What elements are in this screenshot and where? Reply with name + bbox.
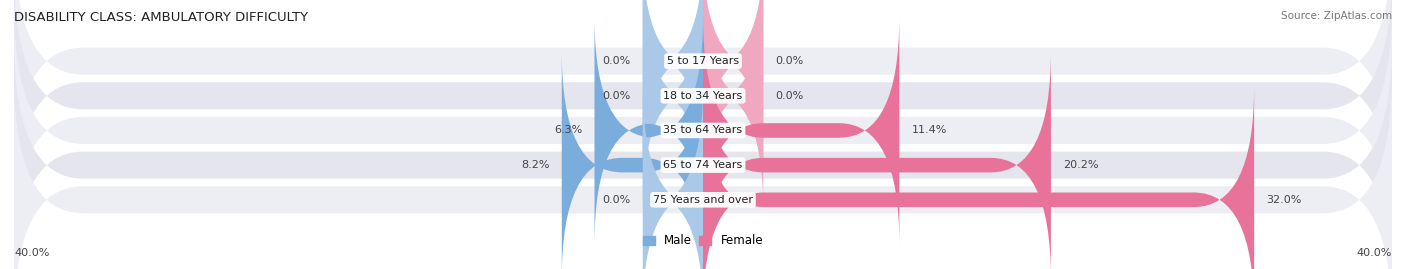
Text: 40.0%: 40.0% [14, 248, 49, 258]
FancyBboxPatch shape [703, 51, 1050, 269]
Text: 0.0%: 0.0% [775, 91, 804, 101]
FancyBboxPatch shape [703, 0, 763, 210]
Text: Source: ZipAtlas.com: Source: ZipAtlas.com [1281, 11, 1392, 21]
FancyBboxPatch shape [703, 86, 1254, 269]
FancyBboxPatch shape [14, 40, 1392, 269]
Text: 0.0%: 0.0% [775, 56, 804, 66]
Text: 65 to 74 Years: 65 to 74 Years [664, 160, 742, 170]
FancyBboxPatch shape [703, 16, 900, 245]
FancyBboxPatch shape [643, 0, 703, 175]
Text: 40.0%: 40.0% [1357, 248, 1392, 258]
FancyBboxPatch shape [643, 86, 703, 269]
Text: 8.2%: 8.2% [522, 160, 550, 170]
Text: 0.0%: 0.0% [602, 91, 631, 101]
FancyBboxPatch shape [562, 51, 703, 269]
Text: 20.2%: 20.2% [1063, 160, 1098, 170]
Text: 6.3%: 6.3% [554, 125, 582, 136]
FancyBboxPatch shape [14, 0, 1392, 221]
Text: 11.4%: 11.4% [911, 125, 946, 136]
FancyBboxPatch shape [703, 0, 763, 175]
FancyBboxPatch shape [643, 0, 703, 210]
Text: 0.0%: 0.0% [602, 56, 631, 66]
Text: 35 to 64 Years: 35 to 64 Years [664, 125, 742, 136]
Legend: Male, Female: Male, Female [643, 234, 763, 247]
FancyBboxPatch shape [14, 75, 1392, 269]
Text: 0.0%: 0.0% [602, 195, 631, 205]
FancyBboxPatch shape [14, 0, 1392, 186]
Text: 32.0%: 32.0% [1267, 195, 1302, 205]
Text: 75 Years and over: 75 Years and over [652, 195, 754, 205]
Text: 18 to 34 Years: 18 to 34 Years [664, 91, 742, 101]
Text: 5 to 17 Years: 5 to 17 Years [666, 56, 740, 66]
FancyBboxPatch shape [595, 16, 703, 245]
Text: DISABILITY CLASS: AMBULATORY DIFFICULTY: DISABILITY CLASS: AMBULATORY DIFFICULTY [14, 11, 308, 24]
FancyBboxPatch shape [14, 5, 1392, 256]
